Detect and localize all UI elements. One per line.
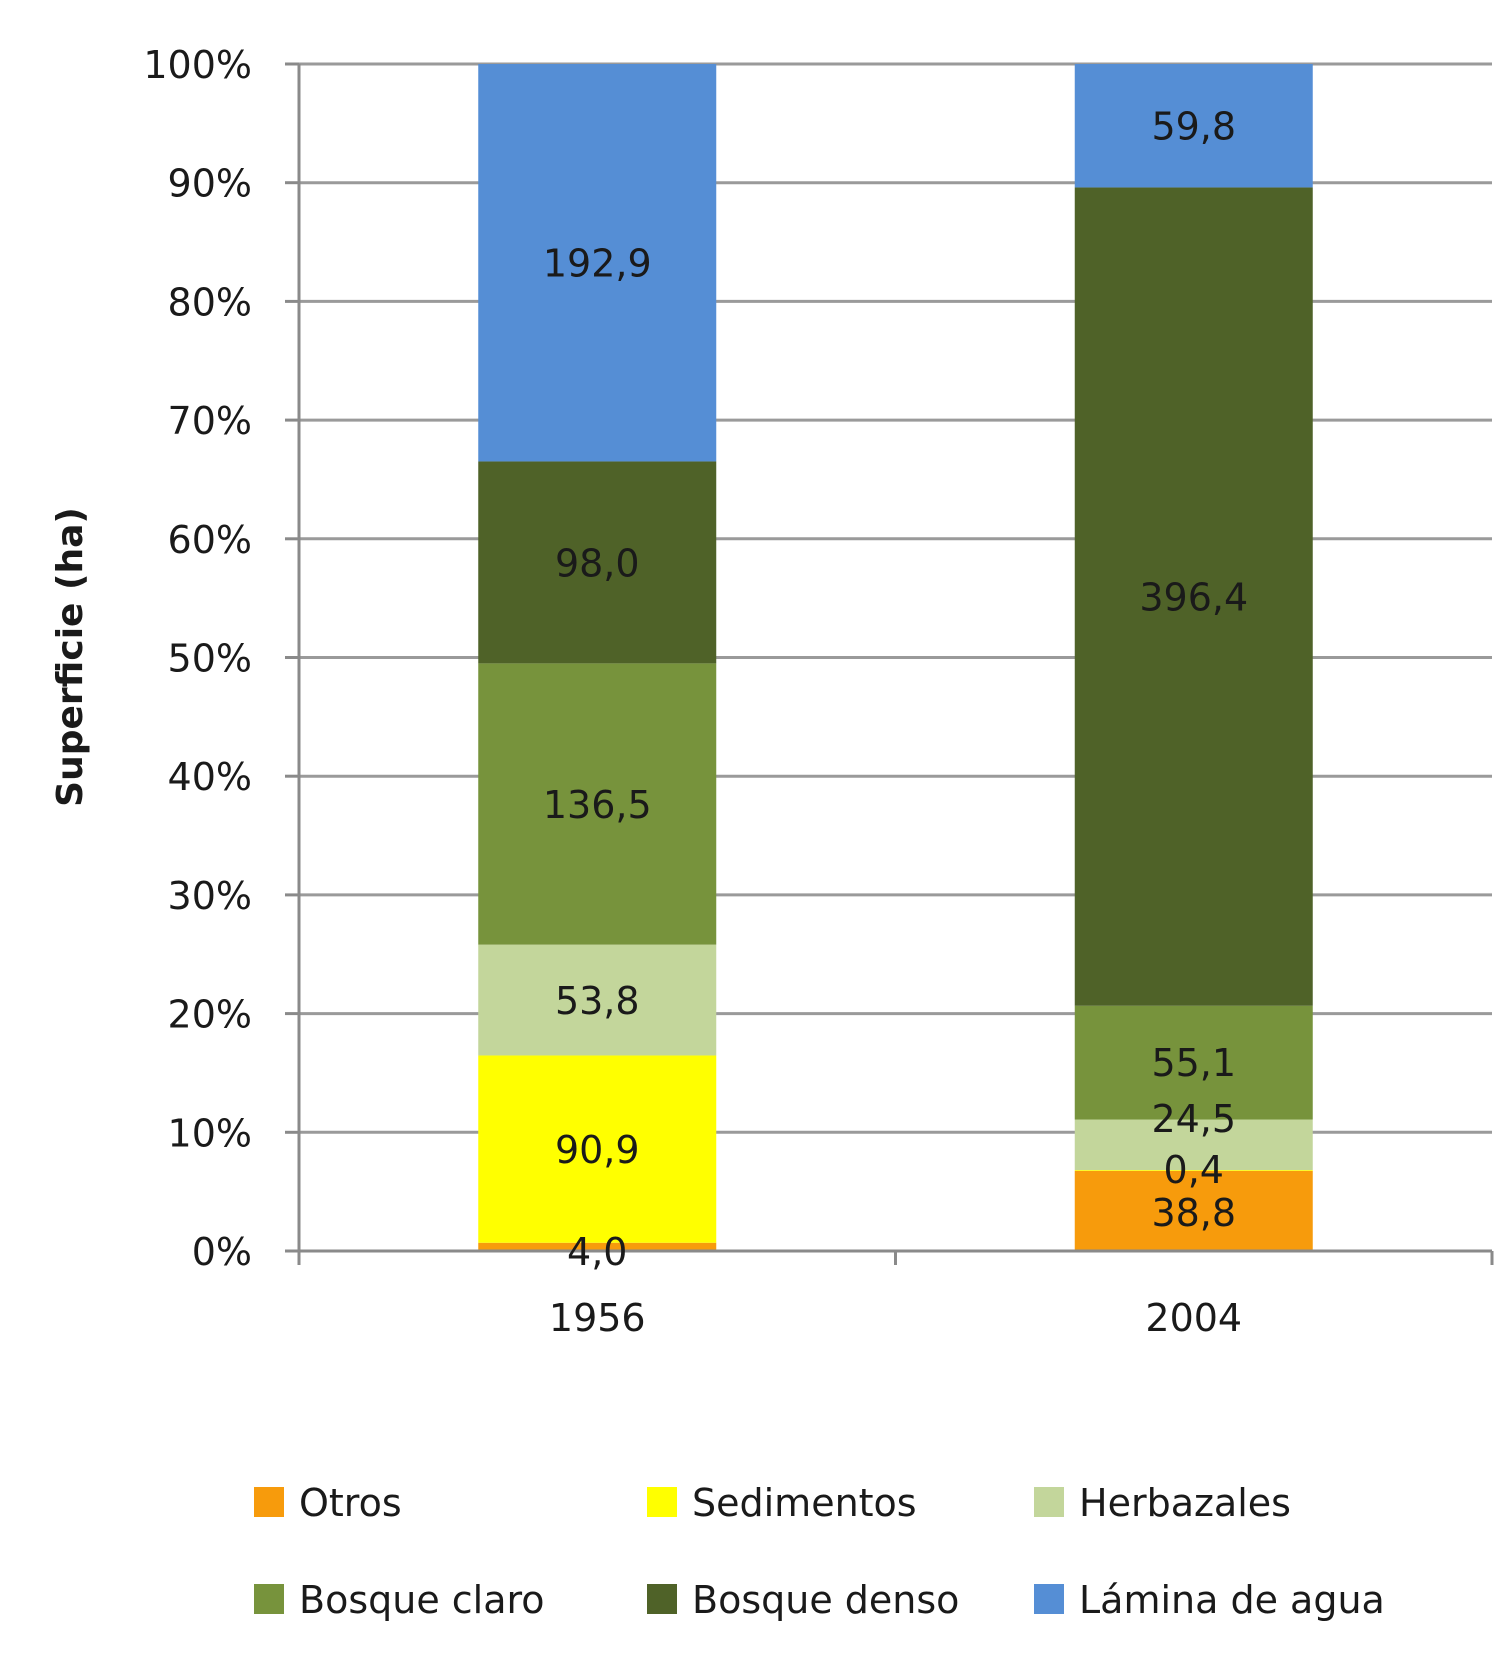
legend-swatch [647, 1487, 677, 1517]
data-label: 38,8 [1151, 1191, 1236, 1235]
axes: 0% 10% 20% 30% 40% 50% 60% 70% 80% 90% 100% 1956 200… [143, 43, 1494, 1340]
bar-segment-sedimentos [1074, 1170, 1313, 1171]
y-tick-label: 70% [168, 399, 252, 443]
legend-item: Otros [254, 1481, 402, 1525]
y-axis-title: Superficie (ha) [50, 507, 91, 807]
y-tick-label: 60% [168, 518, 252, 562]
bar-segment-herbazales [1074, 1119, 1313, 1171]
x-tick-label: 2004 [1145, 1296, 1242, 1340]
bars [478, 64, 1313, 1251]
bar-segment-lámina-de-agua [1074, 64, 1313, 188]
y-tick-label: 80% [168, 280, 252, 324]
legend-swatch [254, 1487, 284, 1517]
data-label: 24,5 [1151, 1097, 1236, 1141]
legend-item: Bosque denso [647, 1578, 959, 1622]
bar-segment-herbazales [478, 944, 717, 1056]
legend-swatch [254, 1584, 284, 1614]
legend-item: Herbazales [1034, 1481, 1291, 1525]
bar-segment-sedimentos [478, 1055, 717, 1243]
bar-segment-bosque-claro [478, 663, 717, 945]
bar-segment-bosque-denso [1074, 187, 1313, 1006]
legend-item: Lámina de agua [1034, 1578, 1385, 1622]
legend-label: Bosque denso [692, 1578, 959, 1622]
y-tick-label: 90% [168, 162, 252, 206]
legend-label: Lámina de agua [1079, 1578, 1385, 1622]
data-label: 59,8 [1151, 105, 1236, 149]
y-tick-label: 100% [143, 43, 252, 87]
data-label: 4,0 [567, 1230, 627, 1274]
legend-swatch [1034, 1584, 1064, 1614]
y-tick-label: 40% [168, 755, 252, 799]
data-label: 55,1 [1151, 1041, 1236, 1085]
y-tick-label: 10% [168, 1111, 252, 1155]
bar-segment-otros [478, 1242, 717, 1251]
bar-segment-bosque-denso [478, 461, 717, 664]
data-label: 396,4 [1139, 576, 1248, 620]
y-tick-label: 30% [168, 874, 252, 918]
legend-label: Bosque claro [299, 1578, 545, 1622]
bar-segment-lámina-de-agua [478, 64, 717, 462]
data-label: 0,4 [1164, 1148, 1224, 1192]
legend-swatch [647, 1584, 677, 1614]
y-tick-label: 0% [192, 1230, 252, 1274]
data-label: 98,0 [555, 541, 640, 585]
legend: Otros Sedimentos Herbazales Bosque claro Bos… [254, 1481, 1385, 1622]
data-label: 192,9 [543, 242, 652, 286]
legend-label: Otros [299, 1481, 402, 1525]
y-tick-label: 50% [168, 637, 252, 681]
data-label: 90,9 [555, 1128, 640, 1172]
y-tick-label: 20% [168, 993, 252, 1037]
x-tick-label: 1956 [549, 1296, 646, 1340]
legend-label: Sedimentos [692, 1481, 917, 1525]
legend-item: Sedimentos [647, 1481, 917, 1525]
legend-label: Herbazales [1079, 1481, 1291, 1525]
gridlines [299, 62, 1492, 1134]
legend-swatch [1034, 1487, 1064, 1517]
bar-segment-bosque-claro [1074, 1005, 1313, 1120]
legend-item: Bosque claro [254, 1578, 545, 1622]
bar-segment-otros [1074, 1170, 1313, 1251]
data-label: 136,5 [543, 783, 652, 827]
data-label: 53,8 [555, 979, 640, 1023]
data-labels: 4,0 90,9 53,8 136,5 98,0 192,9 38,80,4 24,5 55,1… [543, 105, 1248, 1274]
